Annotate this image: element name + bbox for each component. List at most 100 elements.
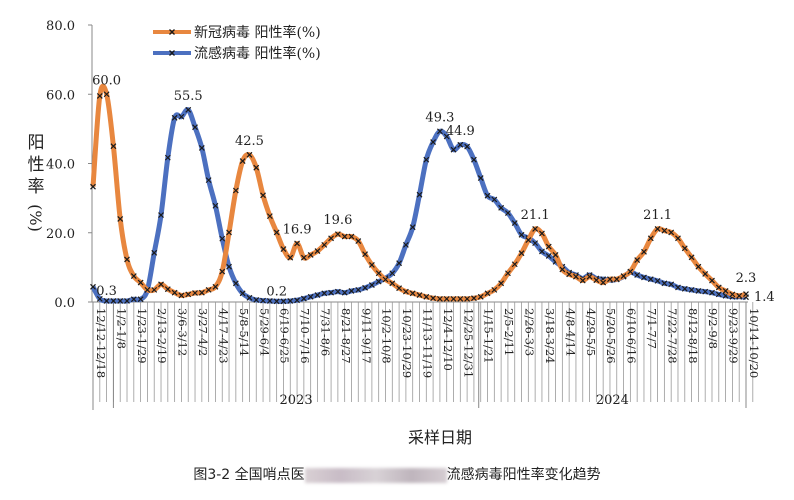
data-point-marker [607, 276, 613, 283]
data-point-marker [743, 291, 749, 297]
legend-label: 新冠病毒 阳性率(%) [194, 24, 321, 41]
data-point-marker [450, 295, 457, 302]
data-point-marker [634, 257, 641, 264]
data-point-marker [661, 280, 668, 287]
data-point-marker [321, 290, 328, 297]
x-tick-label: 4/17-4/23 [216, 308, 230, 364]
legend: 新冠病毒 阳性率(%) 流感病毒 阳性率(%) [153, 24, 321, 62]
data-point-marker [158, 281, 164, 288]
year-label-2023: 2023 [280, 393, 313, 408]
data-point-marker [681, 245, 688, 252]
data-label: 21.1 [521, 208, 550, 223]
x-axis-ticks: 12/12-12/18 1/2-1/8 1/23-1/29 2/13-2/19 3/6-… [92, 302, 761, 410]
data-point-marker [566, 271, 573, 278]
data-point-marker [260, 297, 266, 304]
series-line [90, 107, 747, 304]
y-tick-label: 40.0 [46, 158, 75, 173]
data-point-marker [171, 289, 178, 296]
data-point-marker [715, 284, 722, 291]
data-point-marker [423, 156, 430, 163]
x-tick-label: 1/2-1/8 [114, 308, 128, 349]
data-label: 49.3 [425, 110, 454, 125]
data-point-marker [709, 289, 715, 296]
x-tick-label: 11/13-11/19 [421, 308, 435, 378]
data-point-marker [464, 143, 471, 150]
data-point-marker [443, 295, 450, 302]
data-point-marker [423, 293, 430, 300]
data-point-marker [396, 260, 403, 267]
x-tick-label: 12/25-12/31 [461, 308, 475, 378]
data-point-marker [668, 229, 675, 236]
data-point-marker [137, 296, 144, 303]
data-label: 21.1 [643, 208, 672, 223]
data-point-marker [158, 212, 164, 219]
data-point-marker [545, 243, 552, 250]
data-point-marker [212, 202, 219, 209]
data-point-marker [457, 141, 464, 148]
data-point-marker [96, 93, 103, 99]
x-tick-label: 5/20-5/26 [604, 308, 618, 364]
data-point-marker [613, 276, 620, 283]
data-label: 19.6 [323, 213, 352, 228]
data-point-marker [212, 283, 219, 290]
data-point-marker [525, 237, 532, 243]
data-point-marker [130, 296, 137, 303]
data-point-marker [586, 273, 593, 280]
data-point-marker [545, 253, 552, 259]
data-point-marker [715, 291, 722, 298]
y-tick-label: 20.0 [46, 227, 75, 242]
legend-item-flu: 流感病毒 阳性率(%) [153, 45, 321, 62]
x-tick-label: 3/27-4/2 [196, 308, 210, 356]
figure-caption: 图3-2 全国哨点医 流感病毒阳性率变化趋势 [0, 464, 794, 484]
data-point-marker [498, 204, 505, 211]
data-point-marker [368, 282, 375, 288]
data-point-marker [239, 158, 246, 165]
data-point-marker [144, 286, 151, 293]
data-point-marker [688, 286, 695, 293]
data-point-marker [552, 251, 559, 258]
data-point-marker [205, 177, 212, 184]
data-point-marker [178, 113, 185, 120]
data-point-marker [253, 296, 260, 303]
x-tick-label: 1/15-1/21 [482, 308, 496, 364]
data-point-marker [334, 231, 341, 238]
series-lines [90, 83, 749, 305]
data-point-marker [532, 226, 539, 232]
x-tick-label: 5/8-5/14 [237, 308, 251, 356]
data-point-marker [294, 240, 300, 247]
data-point-marker [260, 192, 266, 199]
data-point-marker [355, 286, 362, 293]
data-point-marker [151, 249, 158, 256]
data-point-marker [511, 220, 518, 226]
y-axis-title: 阳性率 (%) [26, 133, 45, 232]
data-point-marker [280, 246, 287, 252]
data-point-marker [219, 235, 226, 242]
x-tick-label: 1/23-1/29 [135, 308, 149, 364]
data-point-marker [287, 298, 294, 304]
data-point-marker [314, 292, 321, 298]
data-point-marker [375, 270, 382, 277]
data-point-marker [151, 286, 158, 293]
y-tick-label: 0.0 [54, 296, 75, 311]
data-point-marker [198, 144, 205, 151]
data-point-marker [117, 215, 124, 222]
y-tick-label: 80.0 [46, 19, 75, 34]
year-label-2024: 2024 [596, 393, 629, 408]
data-point-marker [470, 295, 477, 302]
data-point-marker [661, 227, 668, 234]
data-point-marker [341, 289, 348, 296]
data-label: 1.4 [754, 290, 775, 305]
x-tick-label: 4/29-5/5 [584, 308, 598, 356]
data-point-marker [198, 289, 205, 296]
data-point-marker [402, 241, 409, 248]
data-point-marker [103, 298, 110, 304]
data-point-marker [321, 241, 328, 248]
data-point-marker [192, 124, 198, 131]
x-tick-label: 3/6-3/12 [176, 308, 190, 356]
data-point-marker [464, 295, 471, 302]
x-tick-label: 9/23-9/29 [727, 308, 741, 364]
data-point-marker [477, 175, 484, 181]
data-point-marker [695, 287, 702, 294]
data-point-marker [110, 298, 117, 304]
x-tick-label: 2/5-2/11 [502, 308, 516, 356]
